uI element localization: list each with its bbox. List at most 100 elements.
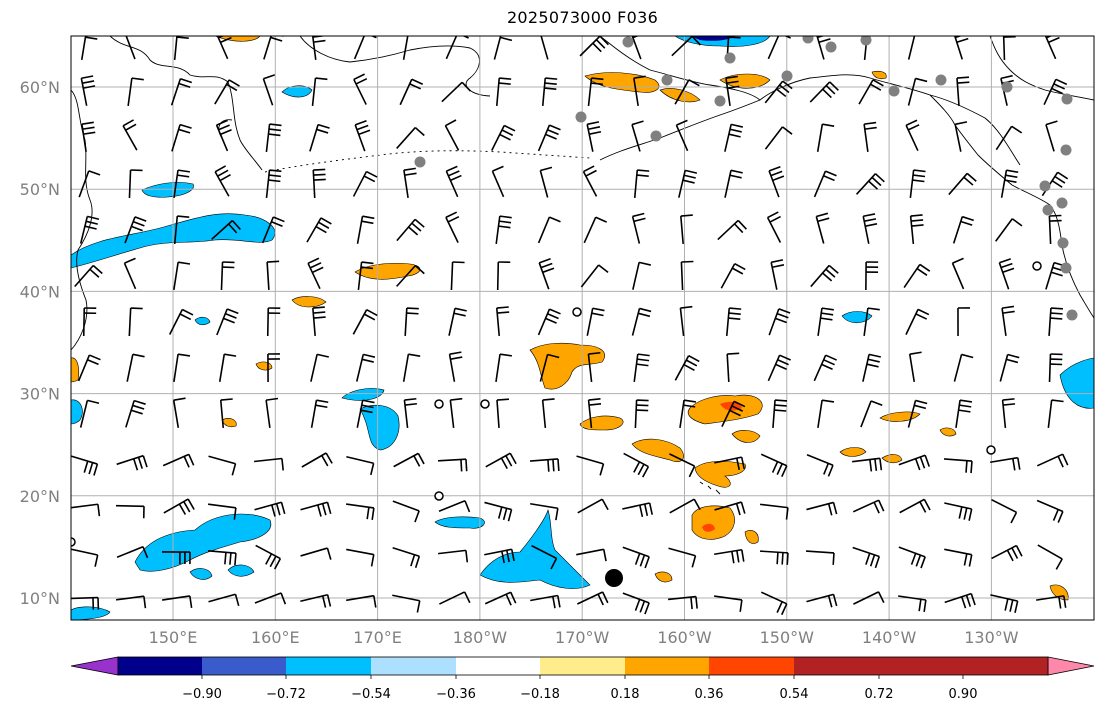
colorbar-tick-label: −0.54 — [351, 687, 391, 702]
wind-barb — [724, 123, 744, 152]
wind-barb — [356, 399, 375, 428]
wind-barb — [583, 216, 608, 244]
station-dot — [1066, 309, 1078, 321]
coastline — [299, 36, 491, 97]
station-dot — [650, 130, 662, 142]
wind-barb — [122, 119, 138, 151]
wind-barb — [815, 212, 830, 244]
wind-barb — [633, 75, 646, 106]
wind-barb — [172, 397, 186, 428]
wind-barb — [491, 124, 516, 151]
wind-barb — [126, 353, 145, 382]
lon-label: 150°W — [760, 628, 815, 647]
station-dot — [1042, 204, 1054, 216]
negative-contour — [841, 311, 873, 324]
colorbar-segment — [371, 657, 456, 675]
wind-barb — [995, 125, 1023, 151]
latitude-labels: 60°N 50°N 40°N 30°N 20°N 10°N — [20, 78, 60, 608]
wind-barb — [809, 81, 839, 103]
calm-wind-circle — [986, 445, 996, 455]
positive-contour — [879, 411, 921, 422]
lon-label: 160°E — [251, 628, 300, 647]
wind-barb — [631, 120, 644, 152]
negative-contour — [434, 516, 485, 529]
negative-contour — [341, 388, 385, 401]
calm-wind-circle — [434, 399, 444, 409]
wind-barb — [714, 456, 745, 471]
positive-contour — [631, 438, 684, 462]
coastline — [715, 489, 721, 495]
wind-barb — [80, 75, 96, 106]
wind-barb — [81, 121, 96, 152]
wind-barb — [170, 77, 193, 106]
colorbar-outline — [117, 656, 1049, 676]
wind-barb — [675, 119, 689, 152]
wind-barb — [853, 591, 885, 605]
coastline — [599, 99, 761, 161]
wind-barb — [860, 400, 883, 428]
wind-barb — [999, 353, 1020, 382]
colorbar-segment — [709, 657, 794, 675]
wind-barb — [622, 546, 650, 569]
wind-barb — [402, 353, 421, 382]
wind-barb — [173, 169, 190, 198]
wind-barb — [714, 501, 746, 516]
wind-barb — [679, 305, 693, 337]
wind-barb — [944, 592, 976, 609]
wind-barb — [255, 544, 282, 570]
wind-barb — [537, 308, 561, 336]
wind-barb — [307, 257, 324, 290]
wind-barb — [530, 502, 559, 521]
wind-barb — [538, 258, 555, 290]
station-dot — [825, 41, 837, 53]
wind-barb — [863, 121, 877, 152]
wind-barb — [810, 264, 839, 288]
wind-barb — [161, 551, 191, 565]
wind-barb — [346, 548, 375, 567]
wind-barb — [438, 549, 469, 563]
wind-barb — [813, 354, 837, 382]
station-dot — [781, 70, 793, 82]
station-dot — [1056, 197, 1068, 209]
wind-barb — [667, 595, 698, 610]
negative-contour — [141, 182, 194, 198]
colorbar-tick-label: 0.90 — [949, 687, 978, 702]
wind-barb — [944, 502, 973, 521]
colorbar-tick-label: 0.18 — [611, 687, 640, 702]
negative-contour — [189, 568, 213, 580]
wind-barb — [903, 263, 931, 289]
wind-barb — [448, 307, 467, 336]
wind-barb — [680, 214, 693, 245]
wind-barb — [173, 215, 190, 245]
wind-barb — [396, 265, 425, 287]
negative-contour — [359, 404, 400, 451]
wind-barb — [128, 169, 143, 199]
wind-barb — [78, 170, 101, 198]
lon-label: 160°W — [657, 628, 712, 647]
wind-barb — [948, 172, 977, 196]
wind-barb — [817, 399, 835, 428]
wind-barb — [1037, 544, 1063, 570]
wind-barb — [211, 220, 242, 240]
wind-barb — [679, 399, 697, 428]
wind-barb — [116, 545, 149, 559]
wind-barb — [805, 550, 835, 565]
wind-barb — [530, 594, 561, 609]
wind-barb — [537, 124, 561, 152]
wind-barb — [862, 213, 878, 244]
wind-barb — [71, 455, 99, 476]
large-station-dot — [605, 569, 623, 587]
wind-barb — [77, 354, 101, 382]
positive-contour — [694, 461, 746, 488]
coastline — [707, 485, 712, 490]
wind-barb — [579, 36, 609, 57]
wind-barb — [346, 503, 375, 520]
wind-barb — [671, 36, 701, 57]
wind-barb — [356, 215, 375, 244]
wind-barb — [1048, 353, 1063, 383]
wind-barb — [403, 397, 418, 429]
station-dot — [860, 36, 872, 46]
wind-barb — [990, 594, 1019, 613]
wind-barb — [714, 595, 743, 612]
